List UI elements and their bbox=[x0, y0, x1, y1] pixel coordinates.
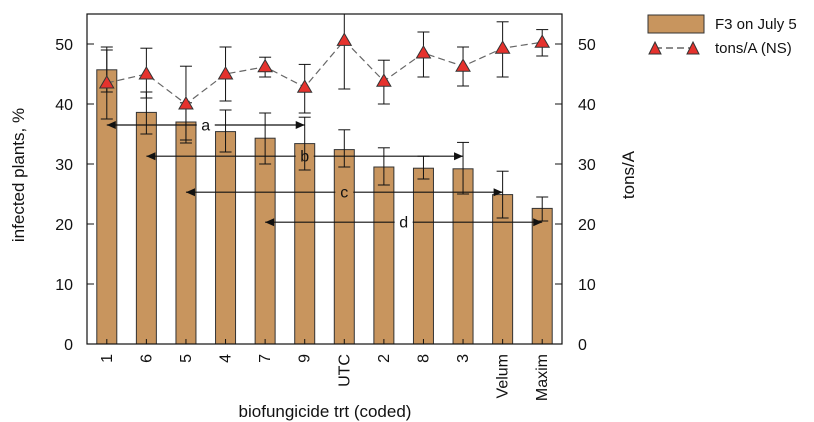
yield-marker-8 bbox=[415, 45, 432, 59]
y-tick-label-left-0: 0 bbox=[64, 337, 73, 354]
x-tick-label-maxim: Maxim bbox=[534, 354, 551, 401]
legend-triangle-marker-right bbox=[686, 40, 700, 55]
y-tick-label-right-20: 20 bbox=[578, 217, 596, 234]
annotation-b-label: b bbox=[300, 149, 309, 166]
bar-9 bbox=[294, 143, 316, 345]
y-axis-title-left: infected plants, % bbox=[9, 108, 28, 242]
bar-2 bbox=[373, 166, 395, 345]
yield-marker-2 bbox=[376, 73, 392, 87]
bar-4 bbox=[215, 131, 237, 345]
y-tick-label-right-30: 30 bbox=[578, 157, 596, 174]
bar-maxim bbox=[531, 207, 553, 345]
legend: F3 on July 5 tons/A (NS) bbox=[647, 14, 797, 57]
x-tick-label-1: 1 bbox=[99, 354, 116, 363]
y-tick-label-left-20: 20 bbox=[55, 217, 73, 234]
bar-error-7 bbox=[259, 112, 272, 165]
annotation-a-arrowhead-left bbox=[106, 121, 116, 129]
y-tick-label-right-50: 50 bbox=[578, 37, 596, 54]
bar-8 bbox=[412, 167, 434, 345]
yield-marker-1 bbox=[98, 75, 115, 89]
yield-line bbox=[106, 39, 543, 105]
x-tick-label-7: 7 bbox=[257, 354, 274, 363]
bar-3 bbox=[452, 168, 474, 345]
annotation-d-arrowhead-left bbox=[265, 218, 275, 227]
annotation-c-label: c bbox=[340, 185, 348, 202]
y-tick-label-left-10: 10 bbox=[55, 277, 73, 294]
y-tick-label-right-0: 0 bbox=[578, 337, 587, 354]
bar-5 bbox=[175, 121, 197, 345]
bar-7 bbox=[254, 137, 276, 345]
annotation-a-label: a bbox=[201, 118, 210, 135]
annotation-d-arrowhead-right bbox=[533, 218, 543, 227]
x-tick-label-velum: Velum bbox=[495, 354, 512, 398]
legend-bar-label: F3 on July 5 bbox=[715, 16, 797, 33]
y-tick-label-left-40: 40 bbox=[55, 97, 73, 114]
yield-marker-utc bbox=[336, 32, 353, 46]
x-tick-label-9: 9 bbox=[297, 354, 314, 363]
annotation-a: a bbox=[106, 118, 305, 135]
x-tick-label-utc: UTC bbox=[336, 354, 353, 387]
x-tick-label-5: 5 bbox=[178, 354, 195, 363]
bar-error-9 bbox=[298, 116, 311, 171]
yield-marker-4 bbox=[217, 66, 234, 80]
annotation-b-arrowhead-right bbox=[454, 152, 464, 161]
yield-error-utc bbox=[338, 13, 351, 90]
annotation-d-label: d bbox=[399, 215, 408, 232]
y-tick-label-left-50: 50 bbox=[55, 37, 73, 54]
annotation-c-arrowhead-right bbox=[493, 188, 503, 197]
legend-bar-swatch bbox=[647, 14, 705, 34]
bars-layer bbox=[96, 69, 553, 345]
bar-error-velum bbox=[496, 170, 509, 219]
bar-utc bbox=[333, 149, 355, 345]
annotation-c-arrowhead-left bbox=[185, 188, 195, 197]
legend-line-label: tons/A (NS) bbox=[715, 40, 792, 57]
yield-marker-3 bbox=[455, 58, 471, 72]
yield-marker-velum bbox=[494, 40, 511, 54]
yield-marker-maxim bbox=[534, 34, 551, 48]
yield-marker-5 bbox=[178, 96, 194, 110]
x-tick-label-8: 8 bbox=[415, 354, 432, 363]
yield-series-layer bbox=[98, 13, 551, 144]
x-tick-label-3: 3 bbox=[455, 354, 472, 363]
ticks-layer: 0 0 10 10 20 20 30 30 40 40 50 50 1 6 5 4 7 9 UTC 2 8 3 Velum M… bbox=[55, 37, 596, 401]
x-tick-label-4: 4 bbox=[218, 354, 235, 363]
y-tick-label-right-40: 40 bbox=[578, 97, 596, 114]
bar-error-bars bbox=[100, 46, 549, 222]
annotations-layer: a b c d bbox=[106, 118, 543, 232]
bar-error-2 bbox=[377, 147, 390, 186]
annotation-a-arrowhead-right bbox=[295, 121, 305, 129]
x-tick-label-6: 6 bbox=[138, 354, 155, 363]
x-axis-title: biofungicide trt (coded) bbox=[239, 402, 412, 421]
bar-error-4 bbox=[219, 109, 232, 153]
bar-error-utc bbox=[338, 129, 351, 168]
plot-frame bbox=[86, 13, 563, 345]
axes-layer bbox=[86, 13, 563, 345]
legend-triangle-marker-left bbox=[648, 40, 662, 55]
annotation-b-arrowhead-left bbox=[146, 152, 156, 161]
y-tick-label-left-30: 30 bbox=[55, 157, 73, 174]
annotation-b: b bbox=[146, 149, 464, 166]
yield-marker-7 bbox=[257, 58, 273, 73]
yield-marker-9 bbox=[296, 79, 313, 93]
y-axis-title-right: tons/A bbox=[619, 150, 638, 199]
bar-error-3 bbox=[457, 141, 470, 195]
yield-marker-6 bbox=[138, 66, 155, 80]
y-tick-label-right-10: 10 bbox=[578, 277, 596, 294]
x-tick-label-2: 2 bbox=[376, 354, 393, 363]
bar-6 bbox=[135, 111, 157, 345]
annotation-c: c bbox=[185, 185, 503, 202]
annotation-d: d bbox=[265, 215, 543, 232]
